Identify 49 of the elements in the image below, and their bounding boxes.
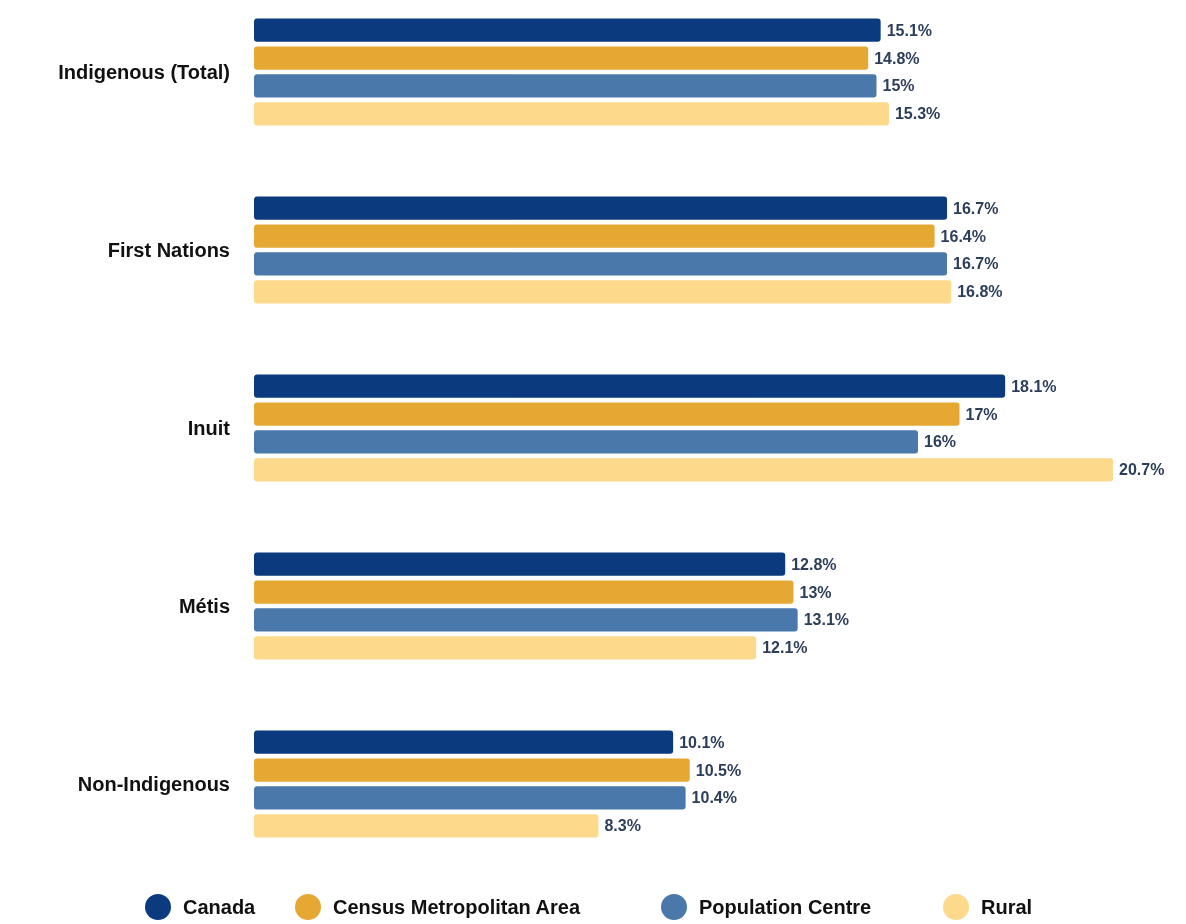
bar [254,730,674,754]
bar [254,552,786,576]
bar [254,430,918,454]
data-label: 14.8% [874,49,920,67]
data-label: 16.4% [940,227,986,245]
bar [254,608,798,632]
data-label: 16.7% [953,199,999,217]
data-label: 15.1% [886,21,933,39]
data-label: 13.1% [803,611,850,629]
data-label: 15% [882,77,915,95]
bar [254,252,948,276]
bar [254,786,686,810]
y-tick-label: Indigenous (Total) [58,61,230,83]
bar [254,18,881,42]
data-label: 10.5% [695,761,742,779]
data-label: 12.8% [791,555,837,573]
data-label: 20.7% [1119,461,1165,479]
bar [254,46,869,70]
data-label: 16.8% [957,283,1003,301]
bar [254,402,960,426]
data-label: 18.1% [1011,377,1057,395]
bar [254,224,935,248]
y-tick-label: Métis [178,595,230,617]
bar [254,580,794,604]
bar [254,74,877,98]
data-label: 16% [924,433,957,451]
legend-label: Census Metropolitan Area [333,896,581,918]
bar [254,458,1114,482]
data-label: 17% [965,405,998,423]
bar [254,102,889,126]
data-label: 10.4% [691,789,737,807]
bar [254,814,599,838]
bar [254,374,1006,398]
data-label: 13% [799,583,832,601]
data-label: 15.3% [894,105,941,123]
bar [254,196,948,220]
data-label: 8.3% [604,817,641,835]
legend-label: Rural [981,896,1033,918]
bar [254,758,690,782]
data-label: 10.1% [679,733,725,751]
y-tick-label: Non-Indigenous [77,773,230,795]
y-tick-label: Inuit [187,417,231,439]
legend-label: Canada [183,896,257,918]
data-label: 16.7% [953,255,999,273]
data-label: 12.1% [762,639,808,657]
bar [254,636,757,660]
y-tick-label: First Nations [107,239,230,261]
legend-label: Population Centre [699,896,872,918]
bar [254,280,952,304]
